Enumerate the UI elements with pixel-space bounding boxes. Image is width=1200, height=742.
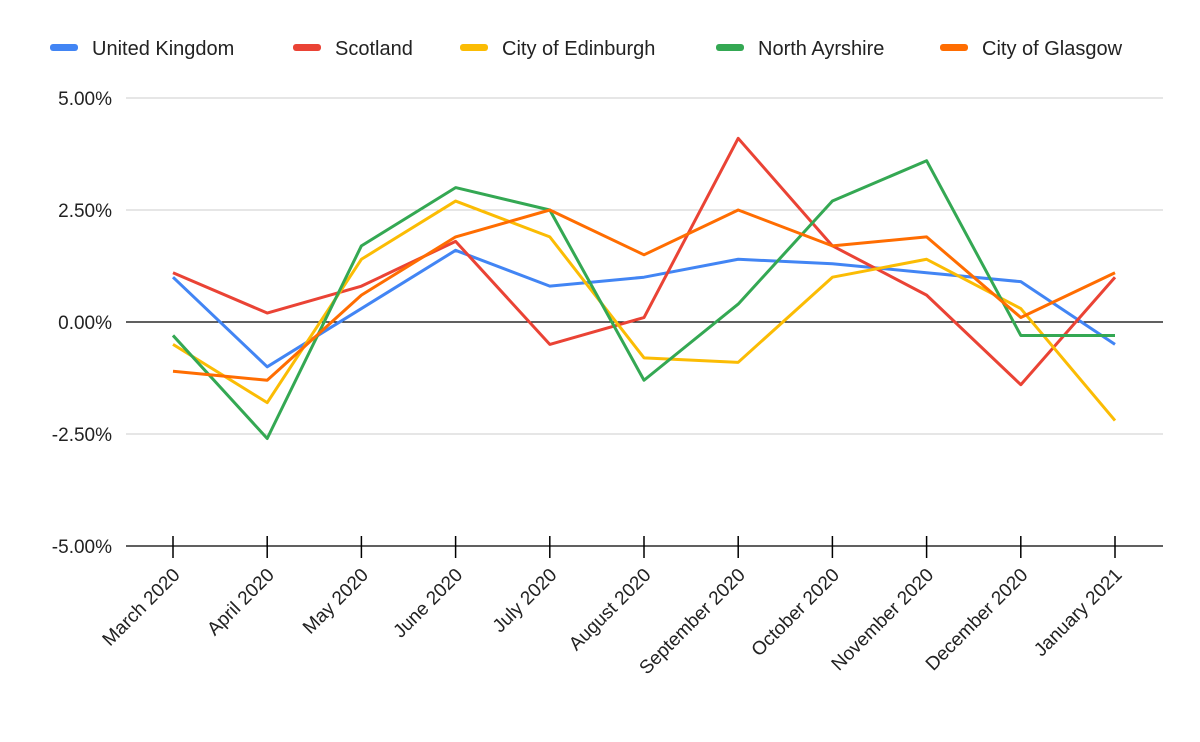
legend-swatch	[460, 44, 488, 51]
legend-swatch	[293, 44, 321, 51]
x-tick-label: June 2020	[390, 565, 468, 643]
legend-label: United Kingdom	[92, 38, 234, 60]
y-tick-label: -5.00%	[52, 537, 112, 558]
x-tick-label: August 2020	[565, 565, 655, 655]
y-tick-label: 2.50%	[58, 201, 112, 222]
x-tick-label: October 2020	[748, 565, 844, 661]
x-tick-label: November 2020	[828, 565, 938, 675]
series-line-scotland	[172, 136, 1117, 387]
x-tick-label: January 2021	[1030, 565, 1126, 661]
x-tick-label: December 2020	[922, 565, 1032, 675]
legend-label: City of Glasgow	[982, 38, 1123, 60]
y-tick-label: -2.50%	[52, 425, 112, 446]
y-tick-label: 5.00%	[58, 89, 112, 110]
series-line-city-of-glasgow	[172, 208, 1116, 382]
legend-swatch	[50, 44, 78, 51]
series-line-north-ayrshire	[171, 159, 1115, 440]
legend-swatch	[716, 44, 744, 51]
x-tick-label: March 2020	[99, 565, 185, 651]
legend-label: City of Edinburgh	[502, 38, 655, 60]
series-line-city-of-edinburgh	[172, 199, 1117, 422]
y-tick-label: 0.00%	[58, 313, 112, 334]
x-tick-label: April 2020	[203, 565, 278, 640]
x-tick-label: July 2020	[489, 565, 561, 637]
x-tick-label: May 2020	[299, 565, 373, 639]
legend-label: North Ayrshire	[758, 38, 884, 60]
legend-label: Scotland	[335, 38, 413, 60]
series-line-united-kingdom	[171, 248, 1116, 369]
legend-swatch	[940, 44, 968, 51]
